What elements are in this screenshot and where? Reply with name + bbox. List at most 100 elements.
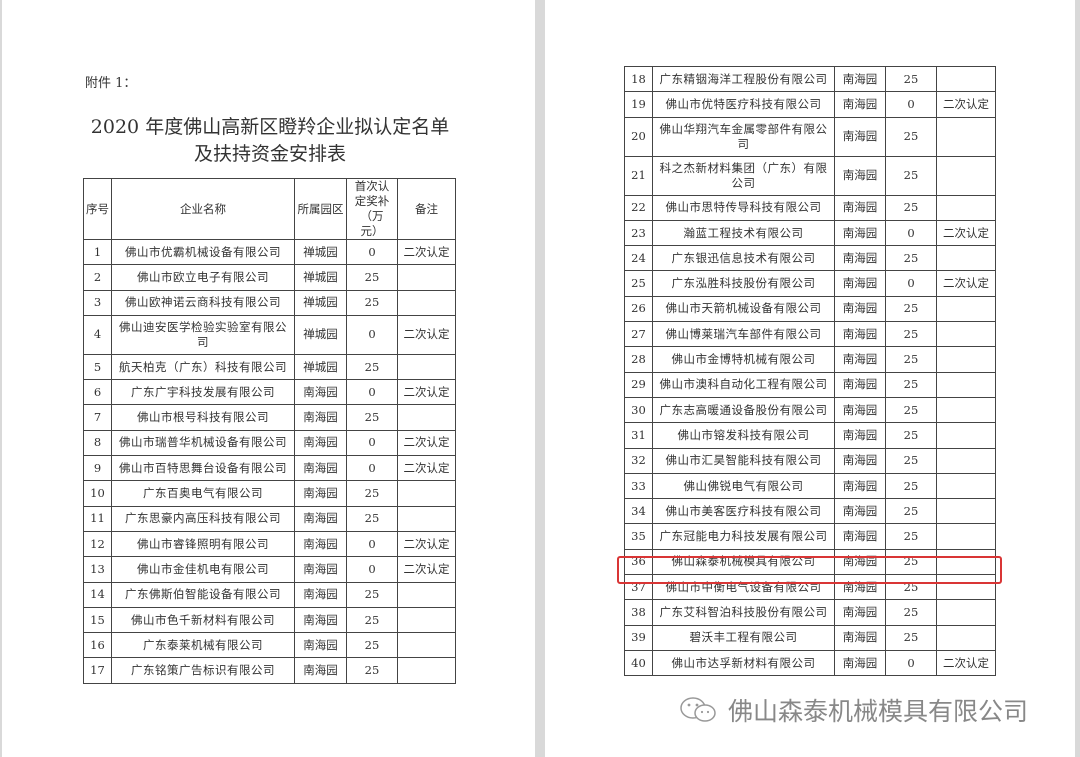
- cell-amount: 25: [346, 606, 398, 634]
- table-header-row: 序号 企业名称 所属园区 首次认定奖补（万元） 备注: [83, 178, 456, 240]
- cell-company-name: 广东冠能电力科技发展有限公司: [652, 523, 835, 550]
- cell-amount: 25: [885, 371, 937, 398]
- title-line-2: 及扶持资金安排表: [193, 143, 346, 165]
- cell-company-name: 佛山市根号科技有限公司: [111, 404, 295, 431]
- cell-company-name: 碧沃丰工程有限公司: [652, 624, 835, 651]
- cell-park: 南海园: [834, 155, 886, 196]
- cell-note: [936, 116, 996, 157]
- cell-park: 南海园: [834, 371, 886, 398]
- cell-park: 南海园: [834, 599, 886, 626]
- cell-park: 南海园: [834, 447, 886, 474]
- cell-park: 南海园: [834, 295, 886, 323]
- cell-company-name: 佛山市欧立电子有限公司: [111, 264, 295, 291]
- cell-no: 17: [83, 657, 112, 684]
- table-row: 29 佛山市澳科自动化工程有限公司 南海园 25: [624, 371, 996, 398]
- cell-no: 10: [83, 480, 112, 507]
- cell-park: 南海园: [834, 624, 886, 651]
- cell-amount: 0: [346, 556, 398, 583]
- table-row: 6 广东广宇科技发展有限公司 南海园 0 二次认定: [83, 379, 456, 406]
- cell-note: [397, 264, 456, 291]
- table-row: 16 广东泰莱机械有限公司 南海园 25: [83, 632, 456, 659]
- cell-no: 22: [624, 194, 653, 221]
- cell-amount: 0: [346, 455, 398, 482]
- cell-company-name: 佛山博莱瑞汽车部件有限公司: [652, 321, 835, 348]
- table-row: 9 佛山市百特思舞台设备有限公司 南海园 0 二次认定: [83, 455, 456, 482]
- cell-company-name: 广东泰莱机械有限公司: [111, 632, 295, 659]
- cell-amount: 25: [885, 422, 937, 449]
- header-no: 序号: [83, 178, 112, 240]
- cell-park: 南海园: [834, 270, 886, 297]
- table-row: 15 佛山市色千新材料有限公司 南海园 25: [83, 606, 456, 634]
- table-row: 39 碧沃丰工程有限公司 南海园 25: [624, 624, 996, 651]
- cell-note: [397, 606, 456, 634]
- cell-company-name: 航天柏克（广东）科技有限公司: [111, 353, 295, 381]
- cell-company-name: 佛山市瑞普华机械设备有限公司: [111, 429, 295, 457]
- cell-no: 19: [624, 91, 653, 118]
- cell-note: [397, 404, 456, 431]
- table-row: 28 佛山市金博特机械有限公司 南海园 25: [624, 346, 996, 373]
- table-row: 5 航天柏克（广东）科技有限公司 禅城园 25: [83, 353, 456, 381]
- cell-note: [936, 321, 996, 348]
- cell-park: 南海园: [834, 649, 886, 677]
- cell-no: 35: [624, 523, 653, 550]
- table-row: 20 佛山华翔汽车金属零部件有限公司 南海园 25: [624, 116, 996, 157]
- cell-company-name: 佛山市金博特机械有限公司: [652, 346, 835, 373]
- cell-no: 38: [624, 599, 653, 626]
- cell-amount: 0: [885, 270, 937, 297]
- enterprise-table-part-1: 序号 企业名称 所属园区 首次认定奖补（万元） 备注 1 佛山市优霸机械设备有限公…: [83, 178, 456, 684]
- cell-note: 二次认定: [397, 530, 456, 558]
- watermark-text: 佛山森泰机械模具有限公司: [728, 697, 1029, 726]
- cell-amount: 25: [346, 289, 398, 316]
- table-row: 13 佛山市金佳机电有限公司 南海园 0 二次认定: [83, 556, 456, 583]
- cell-note: [397, 657, 456, 684]
- cell-no: 1: [83, 238, 112, 266]
- cell-company-name: 佛山市天箭机械设备有限公司: [652, 295, 835, 323]
- cell-no: 26: [624, 295, 653, 323]
- cell-no: 31: [624, 422, 653, 449]
- cell-park: 南海园: [294, 556, 347, 583]
- cell-park: 南海园: [834, 65, 886, 93]
- cell-note: [936, 548, 996, 576]
- cell-note: 二次认定: [397, 238, 456, 266]
- cell-amount: 25: [885, 396, 937, 424]
- table-row: 38 广东艾科智泊科技股份有限公司 南海园 25: [624, 599, 996, 626]
- cell-park: 南海园: [294, 606, 347, 634]
- cell-amount: 0: [346, 314, 398, 355]
- watermark: 佛山森泰机械模具有限公司: [678, 692, 1028, 728]
- cell-no: 32: [624, 447, 653, 474]
- cell-no: 40: [624, 649, 653, 677]
- cell-park: 禅城园: [294, 264, 347, 291]
- cell-amount: 25: [346, 505, 398, 532]
- table-row: 7 佛山市根号科技有限公司 南海园 25: [83, 404, 456, 431]
- cell-note: 二次认定: [936, 649, 996, 677]
- cell-company-name: 瀚蓝工程技术有限公司: [652, 219, 835, 247]
- attachment-label: 附件 1：: [85, 76, 137, 91]
- cell-company-name: 广东百奥电气有限公司: [111, 480, 295, 507]
- cell-park: 南海园: [834, 194, 886, 221]
- cell-no: 23: [624, 219, 653, 247]
- cell-note: [936, 245, 996, 272]
- cell-amount: 25: [885, 447, 937, 474]
- cell-note: [936, 599, 996, 626]
- cell-amount: 0: [885, 91, 937, 118]
- cell-company-name: 佛山市百特思舞台设备有限公司: [111, 455, 295, 482]
- cell-note: [397, 289, 456, 316]
- cell-amount: 0: [885, 649, 937, 677]
- cell-park: 禅城园: [294, 353, 347, 381]
- cell-note: 二次认定: [397, 556, 456, 583]
- header-park: 所属园区: [294, 178, 347, 240]
- cell-park: 南海园: [294, 632, 347, 659]
- cell-note: [936, 346, 996, 373]
- document-title: 2020 年度佛山高新区瞪羚企业拟认定名单 及扶持资金安排表: [60, 114, 480, 168]
- cell-park: 南海园: [294, 505, 347, 532]
- cell-no: 29: [624, 371, 653, 398]
- cell-note: 二次认定: [397, 379, 456, 406]
- table-row: 21 科之杰新材料集团（广东）有限公司 南海园 25: [624, 155, 996, 196]
- cell-company-name: 广东思豪内高压科技有限公司: [111, 505, 295, 532]
- title-line-1: 2020 年度佛山高新区瞪羚企业拟认定名单: [90, 116, 450, 138]
- cell-no: 39: [624, 624, 653, 651]
- cell-no: 16: [83, 632, 112, 659]
- cell-note: 二次认定: [397, 455, 456, 482]
- table-row: 40 佛山市达孚新材料有限公司 南海园 0 二次认定: [624, 649, 996, 677]
- cell-amount: 0: [346, 379, 398, 406]
